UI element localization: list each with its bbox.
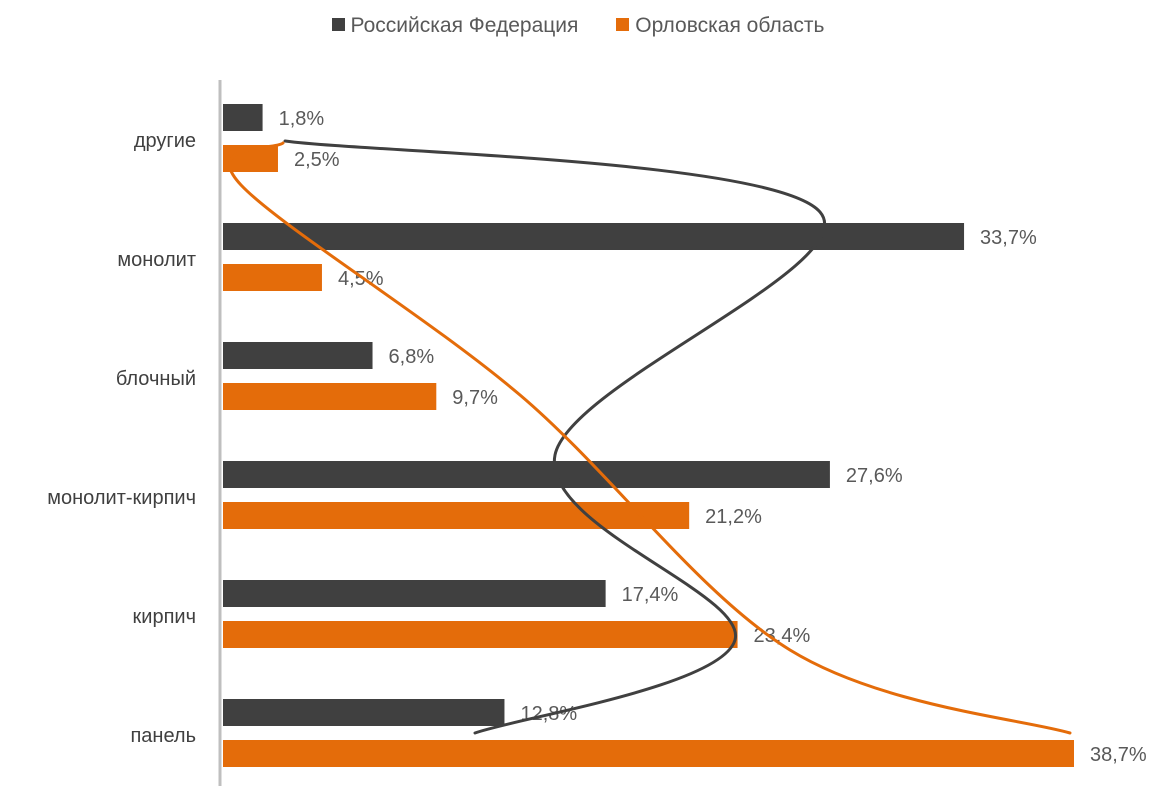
bar-rf: [223, 223, 965, 250]
legend-item-orel: Орловская область: [616, 14, 824, 38]
category-label: кирпич: [133, 606, 196, 628]
category-label: монолит-кирпич: [47, 487, 196, 509]
data-label-rf: 27,6%: [846, 465, 903, 487]
category-label: монолит: [117, 249, 196, 271]
category-label: панель: [130, 725, 196, 747]
bar-rf: [223, 580, 606, 607]
data-label-orel: 21,2%: [705, 506, 762, 528]
bar-rf: [223, 699, 505, 726]
data-label-orel: 23,4%: [754, 625, 811, 647]
data-label-rf: 1,8%: [279, 108, 325, 130]
bar-orel: [223, 383, 437, 410]
annotation-curve-orel: [228, 141, 1072, 735]
category-label: другие: [134, 130, 196, 152]
data-label-rf: 6,8%: [389, 346, 435, 368]
data-label-orel: 2,5%: [294, 149, 340, 171]
category-label: блочный: [116, 368, 196, 390]
bar-orel: [223, 264, 322, 291]
bar-rf: [223, 342, 373, 369]
annotation-curve-rf: [283, 139, 826, 735]
legend-swatch-orel: [616, 18, 630, 31]
data-label-rf: 33,7%: [980, 227, 1037, 249]
bar-rf: [223, 461, 830, 488]
data-label-orel: 9,7%: [452, 387, 498, 409]
bar-orel: [223, 502, 690, 529]
bar-orel: [223, 621, 738, 648]
bar-rf: [223, 104, 263, 131]
legend-label-orel: Орловская область: [635, 14, 825, 37]
bar-orel: [223, 740, 1074, 767]
legend-item-rf: Российская Федерация: [331, 14, 579, 38]
data-label-orel: 38,7%: [1090, 744, 1147, 766]
legend-swatch-rf: [331, 18, 345, 31]
data-label-rf: 17,4%: [622, 584, 679, 606]
legend-label-rf: Российская Федерация: [350, 14, 579, 37]
chart-legend: Российская Федерация Орловская область: [0, 14, 1156, 38]
